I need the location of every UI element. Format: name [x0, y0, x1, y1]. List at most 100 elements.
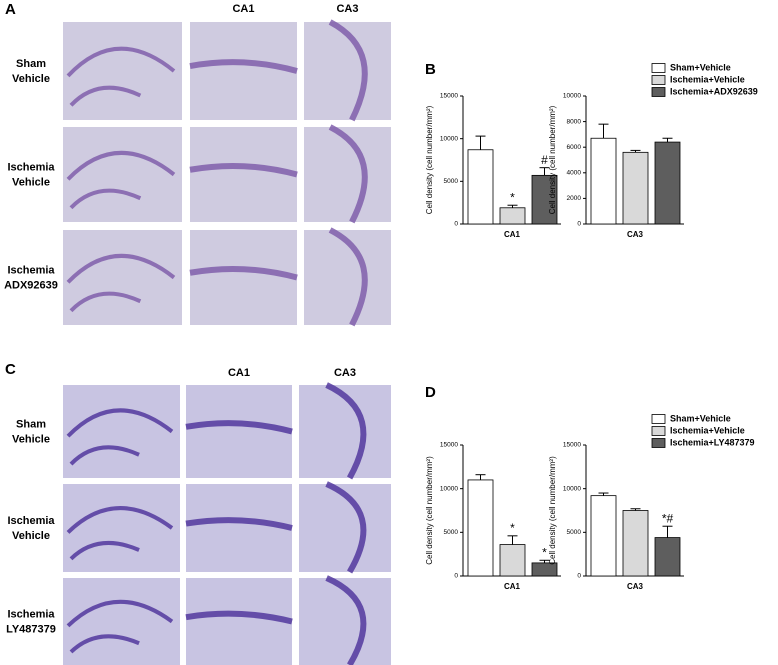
row-label: Vehicle [12, 73, 50, 85]
legend-label: Ischemia+LY487379 [670, 437, 755, 447]
panel-label: C [5, 361, 16, 378]
y-axis-label: Cell density (cell number/mm²) [425, 456, 434, 565]
histology-image [63, 385, 180, 478]
legend-swatch [651, 75, 666, 85]
bar [467, 149, 494, 225]
cell-layer [325, 481, 367, 574]
y-tick-label: 10000 [440, 485, 458, 492]
cell-layer [66, 150, 176, 210]
x-axis-label: CA1 [504, 582, 521, 591]
histology-image [186, 484, 292, 572]
row-label: LY487379 [6, 623, 56, 635]
histology-image [63, 127, 182, 222]
y-tick-label: 4000 [567, 170, 582, 177]
row-label: Sham [16, 58, 46, 70]
panel-label: B [425, 61, 436, 78]
cell-layer [189, 59, 298, 74]
row-label: Vehicle [12, 530, 50, 542]
cell-layer [66, 46, 176, 107]
cell-layer [328, 124, 368, 224]
y-tick-label: 0 [577, 221, 581, 228]
significance-mark: * [510, 521, 515, 535]
column-header: CA1 [232, 3, 254, 15]
histology-image [63, 578, 180, 665]
y-tick-label: 0 [454, 221, 458, 228]
significance-mark: *# [662, 511, 674, 525]
row-label: Ischemia [7, 515, 55, 527]
bar [622, 510, 649, 577]
histology-image [299, 578, 391, 665]
cell-layer [66, 253, 176, 313]
bar [499, 544, 526, 577]
legend-label: Sham+Vehicle [670, 413, 731, 423]
row-label: Sham [16, 418, 46, 430]
y-tick-label: 5000 [444, 529, 459, 536]
bar [654, 537, 681, 577]
histology-image [299, 385, 391, 478]
cell-layer [325, 575, 367, 665]
row-label: Ischemia [7, 608, 55, 620]
y-axis-label: Cell density (cell number/mm²) [425, 105, 434, 214]
y-tick-label: 5000 [567, 529, 582, 536]
cell-layer [185, 610, 293, 625]
significance-mark: * [542, 545, 547, 559]
bar [590, 495, 617, 577]
histology-image [186, 578, 292, 665]
x-axis-label: CA3 [627, 582, 644, 591]
histology-image [190, 127, 297, 222]
bar [654, 141, 681, 225]
y-tick-label: 10000 [563, 485, 581, 492]
histology-image [304, 127, 391, 222]
significance-mark: * [510, 190, 515, 204]
bar [499, 207, 526, 225]
bar [531, 174, 558, 225]
row-label: ADX92639 [4, 279, 58, 291]
cell-layer [328, 19, 368, 122]
bar [467, 479, 494, 577]
histology-image [63, 22, 182, 120]
y-tick-label: 8000 [567, 118, 582, 125]
y-tick-label: 0 [454, 573, 458, 580]
legend-swatch [651, 438, 666, 448]
y-axis-label: Cell density (cell number/mm²) [548, 456, 557, 565]
legend-swatch [651, 87, 666, 97]
row-label: Ischemia [7, 161, 55, 173]
row-label: Ischemia [7, 264, 55, 276]
histology-image [63, 230, 182, 325]
column-header: CA1 [228, 367, 250, 379]
bar [622, 151, 649, 225]
legend-label: Ischemia+ADX92639 [670, 86, 758, 96]
cell-layer [189, 265, 298, 281]
panel-label: D [425, 384, 436, 401]
cell-layer [66, 506, 174, 561]
histology-image [63, 484, 180, 572]
histology-image [190, 230, 297, 325]
legend-label: Ischemia+Vehicle [670, 74, 745, 84]
significance-mark: # [541, 153, 548, 167]
legend-label: Ischemia+Vehicle [670, 425, 745, 435]
y-tick-label: 0 [577, 573, 581, 580]
cell-layer [185, 517, 293, 531]
y-tick-label: 10000 [440, 135, 458, 142]
y-axis-label: Cell density (cell number/mm²) [548, 105, 557, 214]
y-tick-label: 15000 [440, 93, 458, 100]
histology-image [299, 484, 391, 572]
row-label: Vehicle [12, 433, 50, 445]
y-tick-label: 5000 [444, 178, 459, 185]
legend-swatch [651, 414, 666, 424]
legend-swatch [651, 426, 666, 436]
x-axis-label: CA3 [627, 230, 644, 239]
bar [590, 137, 617, 225]
panel-label: A [5, 1, 16, 18]
histology-image [186, 385, 292, 478]
y-tick-label: 10000 [563, 93, 581, 100]
column-header: CA3 [334, 367, 356, 379]
y-tick-label: 2000 [567, 195, 582, 202]
legend-swatch [651, 63, 666, 73]
legend-label: Sham+Vehicle [670, 62, 731, 72]
cell-layer [189, 162, 298, 178]
cell-layer [325, 382, 367, 480]
cell-layer [66, 599, 174, 654]
histology-image [304, 22, 391, 120]
column-header: CA3 [336, 3, 358, 15]
